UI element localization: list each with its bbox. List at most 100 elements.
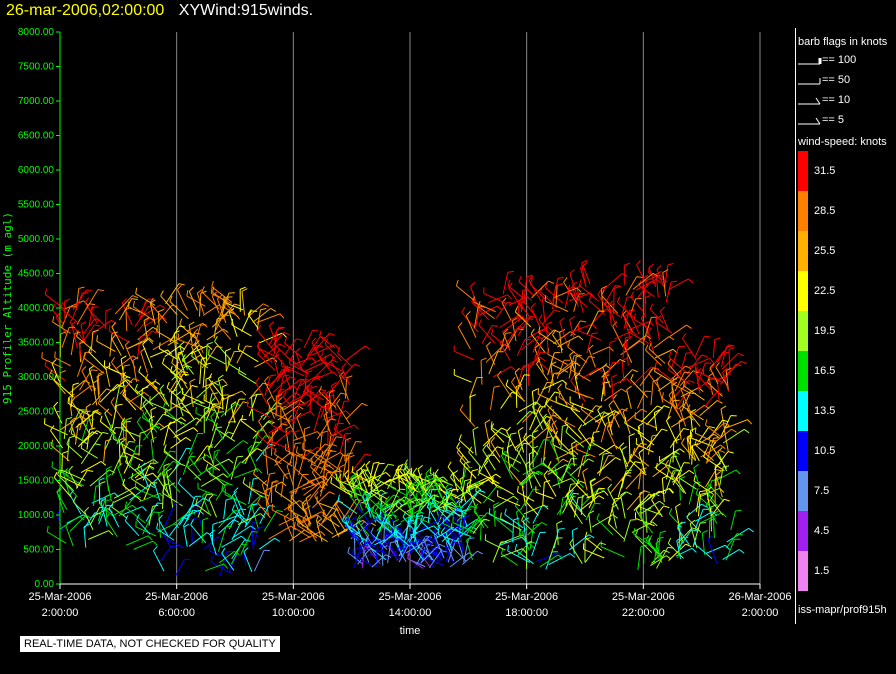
wind-barb-flag [191, 385, 198, 388]
wind-barb [668, 369, 691, 385]
wind-barb [175, 417, 197, 433]
wind-barb [248, 303, 264, 317]
wind-barb-flag [169, 482, 176, 487]
wind-barb [278, 375, 284, 399]
wind-barb-flag [86, 289, 93, 292]
wind-barb [59, 515, 80, 530]
wind-barb-flag [447, 461, 452, 468]
wind-barb-flag [165, 408, 167, 415]
wind-barb [319, 432, 323, 451]
wind-barb-flag [251, 502, 258, 508]
x-tick-date: 25-Mar-2006 [29, 591, 92, 603]
wind-barb-flag [287, 415, 293, 421]
wind-barb-flag [598, 487, 605, 490]
wind-barb-flag [517, 427, 524, 432]
wind-barb-flag [53, 401, 59, 407]
wind-barb-flag [582, 467, 588, 473]
colorbar-label: 16.5 [814, 365, 836, 377]
wind-barb [433, 493, 452, 513]
wind-barb-flag [567, 284, 571, 291]
wind-barb-flag [486, 341, 492, 347]
wind-barb [182, 393, 205, 404]
wind-barb [720, 409, 726, 429]
wind-barb-flag [589, 477, 596, 482]
wind-barb-flag [287, 503, 290, 510]
wind-barb-flag [573, 450, 579, 456]
wind-barb [370, 463, 380, 487]
wind-barb [122, 484, 142, 502]
wind-barb [623, 310, 630, 329]
wind-barb-flag [664, 459, 670, 466]
wind-barb-flag [724, 544, 730, 550]
wind-barb [126, 338, 149, 350]
wind-barb [226, 440, 244, 455]
wind-barb [120, 442, 129, 465]
wind-barb-flag [687, 435, 694, 441]
wind-barb-flag [594, 502, 601, 505]
wind-barb-flag [455, 498, 462, 502]
wind-barb-flag [619, 358, 626, 363]
wind-barb-flag [546, 381, 554, 384]
wind-barb [530, 307, 541, 328]
wind-barb [473, 511, 489, 529]
wind-barb-flag [263, 448, 265, 455]
x-tick-date: 25-Mar-2006 [612, 591, 675, 603]
wind-barb-flag [354, 363, 361, 367]
wind-barb [674, 372, 685, 392]
wind-barb-flag [675, 503, 681, 508]
wind-barb [695, 433, 715, 447]
wind-barb-flag [166, 467, 172, 472]
wind-barb-flag [85, 515, 92, 519]
wind-barb [655, 273, 659, 298]
wind-barb-flag [490, 421, 493, 428]
wind-barb-flag [291, 490, 298, 494]
wind-barb-flag [567, 341, 571, 348]
wind-barb-flag [343, 400, 351, 402]
wind-barb-flag [648, 263, 654, 269]
wind-barb [552, 287, 578, 299]
wind-barb [648, 539, 661, 562]
wind-barb [551, 363, 569, 373]
wind-barb-flag [673, 449, 679, 454]
wind-barb [118, 440, 121, 466]
wind-barb-flag [694, 367, 698, 374]
wind-barb-flag [375, 518, 382, 522]
wind-barb [463, 517, 466, 536]
wind-barb-flag [96, 430, 103, 434]
wind-barb-flag [688, 469, 695, 475]
wind-barb [538, 319, 551, 335]
wind-barb-flag [143, 392, 150, 397]
wind-barb [672, 383, 691, 394]
wind-barb [568, 292, 591, 302]
wind-barb-flag [679, 521, 686, 525]
wind-barb-flag [323, 461, 327, 468]
wind-barb [601, 359, 621, 378]
wind-barb-flag [550, 437, 555, 443]
wind-barb-flag [299, 500, 305, 505]
wind-barb [355, 523, 365, 545]
wind-barb [717, 469, 737, 481]
wind-barb-flag [163, 463, 170, 467]
wind-barb-flag [484, 534, 487, 541]
wind-barb-flag [370, 486, 374, 493]
wind-barb-flag [469, 394, 476, 398]
wind-barb-flag [96, 373, 103, 377]
x-tick-date: 25-Mar-2006 [379, 591, 442, 603]
wind-barb-flag [456, 509, 463, 513]
wind-barb-flag [645, 335, 652, 340]
wind-barb-flag [420, 538, 426, 544]
wind-barb-flag [427, 539, 434, 544]
wind-barb-flag [285, 369, 291, 373]
wind-barb [327, 392, 342, 411]
wind-barb [157, 311, 161, 338]
wind-barb-flag [205, 362, 212, 366]
wind-barb [395, 470, 408, 489]
wind-barb-flag [507, 444, 513, 448]
wind-barb [456, 505, 472, 522]
barb-flag-row: == 5 [798, 114, 844, 126]
wind-barb [705, 449, 720, 464]
wind-barb [211, 295, 220, 314]
wind-barb [336, 403, 351, 425]
wind-barb [630, 379, 648, 398]
wind-barb-flag [186, 364, 193, 369]
